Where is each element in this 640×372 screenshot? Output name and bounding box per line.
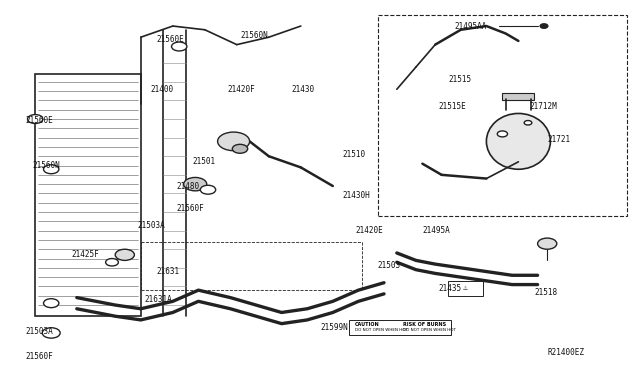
Text: 21560N: 21560N xyxy=(32,161,60,170)
Circle shape xyxy=(497,131,508,137)
Circle shape xyxy=(42,328,60,338)
Text: 21712M: 21712M xyxy=(530,102,557,110)
Text: 21430H: 21430H xyxy=(342,191,370,200)
Text: DO NOT OPEN WHEN HOT: DO NOT OPEN WHEN HOT xyxy=(403,328,456,332)
Text: CAUTION: CAUTION xyxy=(355,322,380,327)
Circle shape xyxy=(184,177,207,191)
Text: 21560E: 21560E xyxy=(26,116,53,125)
Circle shape xyxy=(540,24,548,28)
Circle shape xyxy=(232,144,248,153)
Bar xyxy=(349,320,451,335)
Bar xyxy=(502,93,534,100)
Circle shape xyxy=(172,42,187,51)
Text: 21480: 21480 xyxy=(176,182,199,190)
Text: 21599N: 21599N xyxy=(320,323,348,332)
Circle shape xyxy=(44,299,59,308)
Bar xyxy=(448,281,483,296)
Text: 21495A: 21495A xyxy=(422,226,450,235)
Text: 21515: 21515 xyxy=(448,76,471,84)
Circle shape xyxy=(44,165,59,174)
Circle shape xyxy=(200,185,216,194)
Text: 21515E: 21515E xyxy=(438,102,466,110)
Text: 21631: 21631 xyxy=(157,267,180,276)
Text: 21495AA: 21495AA xyxy=(454,22,487,31)
Text: 21400: 21400 xyxy=(150,85,173,94)
Circle shape xyxy=(115,249,134,260)
Text: 21435: 21435 xyxy=(438,284,461,293)
Text: 21420F: 21420F xyxy=(227,85,255,94)
Circle shape xyxy=(524,121,532,125)
Text: 21560F: 21560F xyxy=(26,352,53,361)
Text: 21501: 21501 xyxy=(192,157,215,166)
Text: 21510: 21510 xyxy=(342,150,365,159)
Text: 21425F: 21425F xyxy=(72,250,99,259)
Text: 21503: 21503 xyxy=(378,262,401,270)
Circle shape xyxy=(28,115,43,124)
Text: 21560N: 21560N xyxy=(240,31,268,40)
Text: 21420E: 21420E xyxy=(355,226,383,235)
Text: 21560F: 21560F xyxy=(176,204,204,213)
Text: 21503A: 21503A xyxy=(138,221,165,230)
Text: 21503A: 21503A xyxy=(26,327,53,336)
Text: 21518: 21518 xyxy=(534,288,557,296)
Text: RISK OF BURNS: RISK OF BURNS xyxy=(403,322,446,327)
Text: 21631A: 21631A xyxy=(144,295,172,304)
Text: DO NOT OPEN WHEN HOT: DO NOT OPEN WHEN HOT xyxy=(355,328,408,332)
Bar xyxy=(378,15,627,216)
Text: 21721: 21721 xyxy=(547,135,570,144)
Text: 21560E: 21560E xyxy=(157,35,184,44)
Text: R21400EZ: R21400EZ xyxy=(547,348,584,357)
Circle shape xyxy=(538,238,557,249)
Text: 21430: 21430 xyxy=(291,85,314,94)
Circle shape xyxy=(106,259,118,266)
Text: ⚠: ⚠ xyxy=(463,286,468,291)
Circle shape xyxy=(218,132,250,151)
Bar xyxy=(35,74,141,316)
Ellipse shape xyxy=(486,113,550,169)
